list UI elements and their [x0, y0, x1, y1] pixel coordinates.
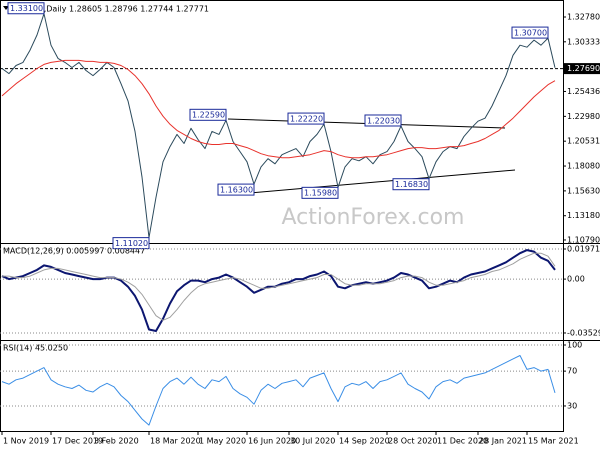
series-line	[2, 252, 556, 321]
rsi-title: RSI(14) 45.0250	[3, 344, 68, 353]
x-tick-label: 28 Jan 2021	[479, 437, 527, 446]
watermark: ActionForex.com	[282, 205, 465, 230]
value-label-box	[392, 178, 430, 191]
value-label: 1.16830	[395, 180, 428, 189]
macd-title: MACD(12,26,9) 0.005997 0.008447	[3, 247, 145, 256]
value-label-box	[112, 237, 150, 250]
value-label-box	[511, 26, 549, 39]
value-label: 1.15980	[304, 189, 337, 198]
level-label: 1.27690	[567, 64, 600, 73]
y-tick-label: 0.00	[567, 275, 585, 284]
trendline	[249, 169, 516, 194]
y-tick-label: 100	[567, 341, 582, 350]
value-label: 1.22030	[367, 116, 400, 125]
value-label: 1.33100	[10, 4, 43, 13]
y-tick-label: 1.32780	[567, 12, 600, 21]
x-tick-label: 17 Dec 2019	[52, 437, 103, 446]
y-tick-label: -0.035295	[567, 328, 600, 337]
series-line	[1, 355, 556, 426]
value-label: 1.22590	[192, 111, 225, 120]
x-tick-label: 18 Mar 2020	[150, 437, 201, 446]
series-line	[1, 13, 556, 239]
x-tick-label: 3 Feb 2020	[94, 437, 139, 446]
y-tick-label: 0.019718	[567, 245, 600, 254]
y-tick-label: 30	[567, 401, 577, 410]
y-tick-label: 1.30333	[567, 37, 600, 46]
y-tick-label: 1.20531	[567, 137, 600, 146]
chart-title: GBPCHF,Daily 1.28605 1.28796 1.27744 1.2…	[11, 5, 209, 14]
value-label-box	[7, 2, 45, 15]
level-label-box	[564, 63, 600, 75]
x-tick-label: 16 Jun 2020	[248, 437, 296, 446]
x-tick-label: 11 Dec 2020	[437, 437, 488, 446]
value-label-box	[189, 108, 227, 121]
y-tick-label: 1.18080	[567, 162, 600, 171]
x-tick-label: 1 May 2020	[199, 437, 246, 446]
value-label-box	[217, 183, 255, 196]
x-tick-label: 1 Nov 2019	[3, 437, 49, 446]
y-tick-label: 1.25436	[567, 87, 600, 96]
y-tick-label: 1.13180	[567, 211, 600, 220]
y-tick-label: 1.10790	[567, 235, 600, 244]
x-tick-label: 14 Sep 2020	[339, 437, 390, 446]
value-label: 1.11020	[115, 239, 148, 248]
value-label: 1.30700	[514, 28, 547, 37]
series-line	[1, 59, 556, 159]
series-line	[1, 249, 556, 332]
y-tick-label: 1.22980	[567, 112, 600, 121]
value-label-box	[287, 112, 325, 125]
y-tick-label: 1.15630	[567, 186, 600, 195]
x-tick-label: 28 Oct 2020	[388, 437, 437, 446]
x-tick-label: 30 Jul 2020	[290, 437, 335, 446]
x-tick-label: 15 Mar 2021	[528, 437, 579, 446]
value-label: 1.22220	[290, 114, 323, 123]
value-label: 1.16300	[220, 185, 253, 194]
y-tick-label: 70	[567, 367, 577, 376]
value-label-box	[364, 114, 402, 127]
value-label-box	[301, 186, 339, 199]
